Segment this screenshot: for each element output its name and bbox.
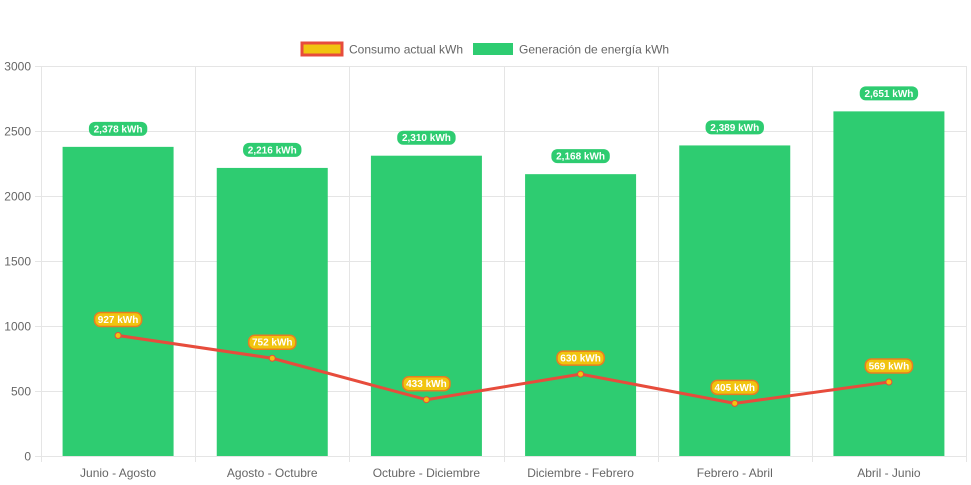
data-label: 2,389 kWh	[705, 120, 764, 135]
x-tick-label: Diciembre - Febrero	[527, 466, 634, 480]
bar[interactable]	[370, 155, 482, 456]
x-axis: Junio - Agosto Agosto - Octubre Octubre - …	[80, 466, 921, 480]
y-tick-label: 500	[11, 385, 31, 399]
x-tick-label: Febrero - Abril	[697, 466, 773, 480]
data-label-text: 2,310 kWh	[402, 133, 451, 144]
data-label-box	[859, 86, 919, 101]
line-point[interactable]	[885, 378, 893, 386]
legend[interactable]: Consumo actual kWh Generación de energía…	[300, 41, 669, 57]
bar[interactable]	[216, 167, 328, 457]
data-label-text: 405 kWh	[714, 383, 755, 394]
data-labels: 2,378 kWh 2,216 kWh 2,310 kWh 2,168 kWh 2,38…	[88, 86, 919, 396]
legend-item-generacion[interactable]: Generación de energía kWh	[473, 43, 669, 57]
data-label-text: 2,378 kWh	[94, 124, 143, 135]
data-label-text: 630 kWh	[560, 354, 601, 365]
line-point[interactable]	[577, 370, 585, 378]
legend-item-consumo[interactable]: Consumo actual kWh	[300, 41, 463, 57]
data-label-box	[556, 350, 605, 366]
line-point[interactable]	[268, 354, 276, 362]
bar[interactable]	[833, 111, 945, 457]
data-label-text: 2,216 kWh	[248, 145, 297, 156]
legend-swatch-consumo	[300, 41, 344, 57]
grid	[35, 66, 967, 462]
data-label: 2,651 kWh	[859, 86, 919, 101]
data-label-box	[247, 334, 297, 350]
data-label-text: 2,389 kWh	[710, 123, 759, 134]
legend-swatch-generacion	[473, 43, 513, 55]
y-tick-label: 1500	[4, 255, 31, 269]
bar[interactable]	[62, 146, 174, 457]
data-label-text: 752 kWh	[252, 338, 293, 349]
data-label: 2,378 kWh	[88, 121, 148, 136]
data-label: 2,310 kWh	[397, 130, 456, 145]
line-point[interactable]	[422, 396, 430, 404]
data-label-box	[397, 130, 456, 145]
y-tick-label: 2500	[4, 125, 31, 139]
x-tick-label: Abril - Junio	[857, 466, 921, 480]
data-label: 405 kWh	[710, 379, 760, 396]
y-tick-label: 1000	[4, 320, 31, 334]
data-label-box	[88, 121, 148, 136]
data-label: 569 kWh	[864, 358, 914, 374]
data-label-box	[551, 149, 610, 164]
data-label-box	[93, 311, 143, 328]
y-tick-label: 2000	[4, 190, 31, 204]
data-label: 927 kWh	[93, 311, 143, 328]
data-label-box	[864, 358, 914, 374]
x-tick-label: Octubre - Diciembre	[373, 466, 481, 480]
bar-series	[62, 111, 945, 457]
data-label-box	[705, 120, 764, 135]
data-label: 433 kWh	[402, 375, 451, 392]
data-label-text: 569 kWh	[869, 362, 910, 373]
series-line	[117, 334, 890, 405]
x-tick-label: Junio - Agosto	[80, 466, 156, 480]
data-label-text: 927 kWh	[98, 315, 139, 326]
data-label-text: 2,168 kWh	[556, 152, 605, 163]
line-point[interactable]	[731, 399, 739, 407]
y-tick-label: 3000	[4, 60, 31, 74]
data-label-text: 2,651 kWh	[864, 89, 913, 100]
data-label-text: 433 kWh	[406, 379, 447, 390]
line-series	[114, 331, 893, 407]
line-point[interactable]	[114, 331, 122, 339]
y-axis: 0 500 1000 1500 2000 2500 3000	[4, 60, 31, 464]
legend-label-generacion: Generación de energía kWh	[519, 43, 669, 57]
data-label: 630 kWh	[556, 350, 605, 366]
bar[interactable]	[525, 174, 637, 456]
data-label-box	[243, 142, 302, 157]
data-label: 2,168 kWh	[551, 149, 610, 164]
data-label-box	[402, 375, 451, 392]
data-label-box	[710, 379, 760, 396]
data-label: 2,216 kWh	[243, 142, 302, 157]
data-label: 752 kWh	[247, 334, 297, 350]
y-tick-label: 0	[24, 450, 31, 464]
x-tick-label: Agosto - Octubre	[227, 466, 318, 480]
legend-label-consumo: Consumo actual kWh	[349, 43, 463, 57]
bar[interactable]	[679, 145, 791, 456]
